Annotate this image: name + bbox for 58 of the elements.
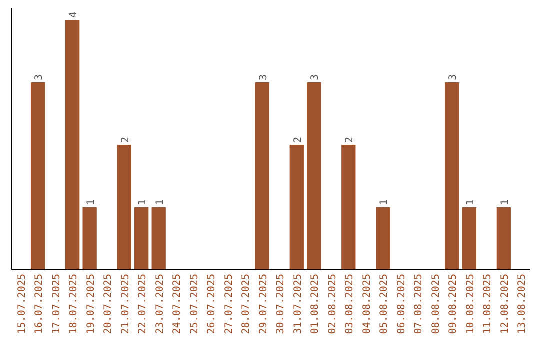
x-tick-label: 08.08.2025 (430, 274, 442, 334)
x-tick-label: 12.08.2025 (500, 274, 511, 334)
bar (290, 145, 304, 270)
bar (82, 208, 97, 270)
data-label: 1 (379, 199, 390, 206)
bar (134, 208, 149, 270)
x-tick-label: 03.08.2025 (344, 274, 356, 334)
bar (462, 208, 477, 270)
x-tick-label: 31.07.2025 (292, 274, 304, 334)
x-tick-label: 09.08.2025 (448, 274, 460, 334)
x-tick-label: 30.07.2025 (276, 274, 287, 334)
bar (342, 145, 356, 270)
x-tick-label: 07.08.2025 (414, 274, 425, 334)
data-label: 2 (344, 136, 356, 143)
bar (376, 208, 390, 270)
x-tick-label: 01.08.2025 (310, 274, 322, 334)
data-label: 1 (154, 199, 166, 206)
x-tick-label: 29.07.2025 (258, 274, 270, 334)
x-tick-label: 24.07.2025 (172, 274, 184, 334)
x-tick-label: 18.07.2025 (68, 274, 80, 334)
data-label: 4 (68, 12, 80, 18)
bar (255, 82, 270, 270)
bar (496, 208, 512, 270)
x-tick-label: 25.07.2025 (189, 274, 200, 334)
x-tick-label: 28.07.2025 (241, 274, 252, 334)
x-tick-label: 10.08.2025 (465, 274, 476, 334)
x-tick-label: 19.07.2025 (86, 274, 97, 334)
x-tick-label: 04.08.2025 (362, 274, 373, 334)
x-tick-label: 13.08.2025 (517, 274, 528, 334)
data-label: 3 (310, 74, 322, 80)
bar (117, 145, 132, 270)
data-label: 1 (465, 199, 476, 206)
x-tick-label: 27.07.2025 (224, 274, 235, 334)
x-tick-label: 26.07.2025 (206, 274, 218, 334)
x-tick-label: 06.08.2025 (396, 274, 408, 334)
data-label: 2 (292, 136, 304, 143)
x-tick-label: 11.08.2025 (482, 274, 494, 334)
x-tick-label: 05.08.2025 (379, 274, 390, 334)
bar (152, 208, 166, 270)
data-label: 3 (448, 74, 460, 80)
x-tick-label: 02.08.2025 (327, 274, 338, 334)
bar (445, 82, 460, 270)
bar (30, 82, 46, 270)
bar (65, 20, 80, 270)
x-tick-label: 23.07.2025 (154, 274, 166, 334)
x-tick-label: 16.07.2025 (34, 274, 46, 334)
data-label: 1 (500, 199, 511, 206)
data-label: 1 (138, 199, 149, 206)
bar (307, 82, 322, 270)
data-label: 2 (120, 136, 132, 143)
data-label: 3 (34, 74, 46, 80)
data-label: 3 (258, 74, 270, 80)
x-tick-label: 22.07.2025 (138, 274, 149, 334)
x-tick-label: 21.07.2025 (120, 274, 132, 334)
x-tick-label: 15.07.2025 (16, 274, 28, 334)
data-label: 1 (86, 199, 97, 206)
x-tick-label: 17.07.2025 (51, 274, 62, 334)
x-tick-label: 20.07.2025 (103, 274, 114, 334)
